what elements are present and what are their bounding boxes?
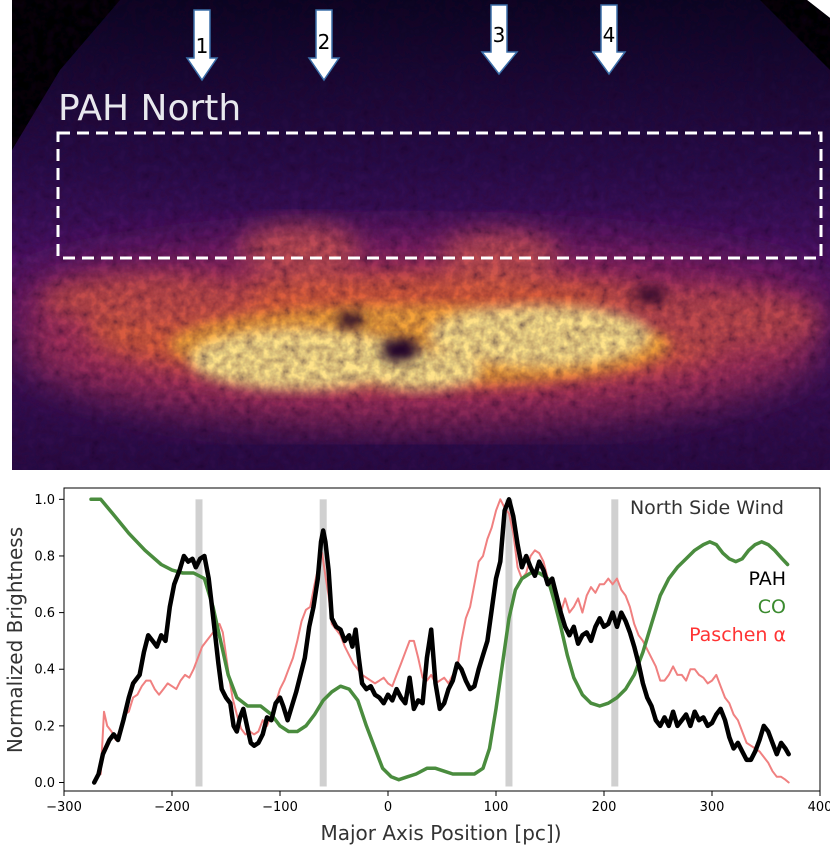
y-tick-label: 0.8 [34,549,55,564]
plot-area [63,487,821,792]
x-tick-label: 400 [808,800,830,815]
chart-title: North Side Wind [630,497,784,519]
x-axis-label: Major Axis Position [pc]) [320,821,561,845]
x-tick-label: 100 [484,800,509,815]
series-line-co [89,497,790,782]
x-tick-label: −100 [262,800,298,815]
vertical-marker-1 [195,499,203,787]
brightness-chart: −300 −200 −100 0 100 200 300 400 0.00.20.40.60.… [3,487,830,845]
marker-arrow-3: 3 [480,4,519,76]
pah-map-image: 1 2 3 4 PAH North [12,0,830,470]
series-line-pah [91,497,791,785]
marker-label-3: 3 [493,23,506,47]
y-tick-label: 1.0 [34,493,55,508]
legend-label-paschen: Paschen α [689,624,786,646]
y-axis-ticks: 0.0 0.2 0.4 0.6 0.8 1.0 [34,493,64,791]
region-box [56,131,823,260]
x-tick-label: 200 [592,800,617,815]
vertical-marker-2 [319,499,327,787]
marker-arrow-4: 4 [591,4,627,76]
legend: PAH CO Paschen α [689,568,786,646]
y-tick-label: 0.4 [34,663,55,678]
marker-label-4: 4 [603,23,616,47]
x-tick-label: 300 [700,800,725,815]
series-line-paschen [95,498,790,784]
series-layer [89,497,791,785]
y-tick-label: 0.6 [34,606,55,621]
legend-label-co: CO [758,596,786,618]
y-axis-label: Normalized Brightness [3,527,27,753]
x-axis-ticks: −300 −200 −100 0 100 200 300 400 [46,791,830,815]
x-tick-label: −300 [46,800,82,815]
vertical-marker-4 [611,499,619,787]
marker-arrow-2: 2 [307,9,341,82]
y-tick-label: 0.0 [34,776,55,791]
vertical-markers [195,499,619,787]
marker-arrow-1: 1 [185,9,219,82]
region-label: PAH North [58,88,241,129]
y-tick-label: 0.2 [34,719,55,734]
vertical-marker-3 [505,499,513,787]
marker-label-2: 2 [318,30,331,54]
x-tick-label: −200 [154,800,190,815]
marker-label-1: 1 [196,34,209,58]
legend-label-pah: PAH [748,568,786,590]
x-tick-label: 0 [384,800,392,815]
